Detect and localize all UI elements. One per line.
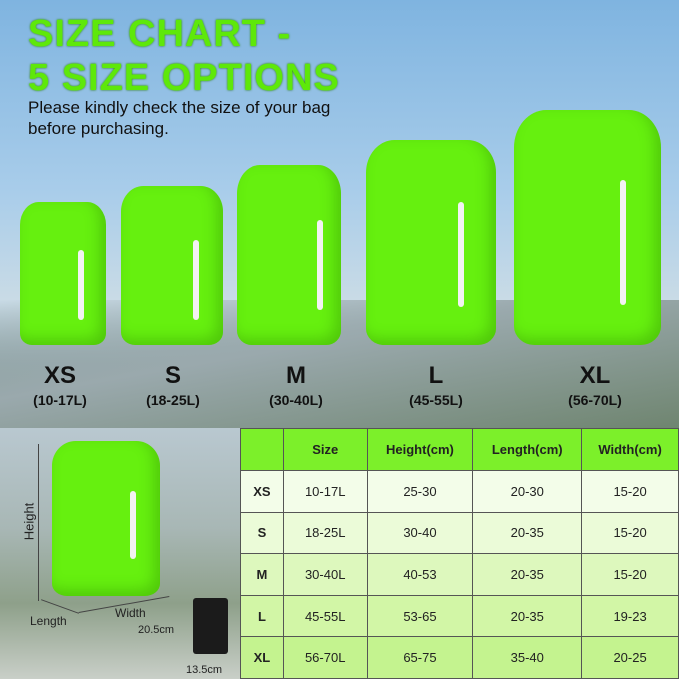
- subtitle-line-2: before purchasing.: [28, 119, 169, 138]
- page-title: SIZE CHART -5 SIZE OPTIONS: [28, 12, 340, 100]
- table-cell: 25-30: [366, 470, 474, 513]
- table-cell: S: [240, 511, 284, 555]
- table-cell: 19-23: [581, 594, 679, 638]
- col-width: Width(cm): [581, 428, 679, 471]
- table-row: S 18-25L 30-40 20-35 15-20: [240, 511, 679, 555]
- col-length: Length(cm): [472, 428, 583, 471]
- table-cell: 65-75: [366, 636, 474, 679]
- table-cell: 20-30: [472, 470, 583, 513]
- table-cell: XS: [240, 470, 284, 513]
- table-cell: 15-20: [581, 470, 679, 513]
- table-cell: 15-20: [581, 511, 679, 555]
- table-header: Size Height(cm) Length(cm) Width(cm): [240, 428, 679, 471]
- subtitle-line-1: Please kindly check the size of your bag: [28, 98, 331, 117]
- bag-m: [237, 165, 341, 345]
- table-cell: 20-35: [472, 511, 583, 555]
- dimension-diagram: Height Length Width 20.5cm 13.5cm: [0, 428, 240, 679]
- table-row: M 30-40L 40-53 20-35 15-20: [240, 553, 679, 596]
- bag-l: [366, 140, 496, 345]
- table-row: L 45-55L 53-65 20-35 19-23: [240, 594, 679, 638]
- size-table: Size Height(cm) Length(cm) Width(cm) XS 1…: [240, 428, 679, 679]
- size-label-m: M (30-40L): [269, 362, 323, 408]
- bag-xl: [514, 110, 661, 345]
- title-line-2: 5 SIZE OPTIONS: [28, 57, 340, 99]
- size-label-s: S (18-25L): [146, 362, 200, 408]
- table-cell: 30-40: [366, 511, 474, 555]
- table-row: XS 10-17L 25-30 20-30 15-20: [240, 470, 679, 513]
- height-label: Height: [21, 502, 37, 541]
- table-cell: 56-70L: [282, 636, 368, 679]
- title-line-1: SIZE CHART -: [28, 13, 292, 55]
- length-label: Length: [30, 614, 67, 628]
- length-line: [41, 599, 79, 614]
- height-line: [38, 444, 39, 601]
- table-cell: 35-40: [472, 636, 583, 679]
- table-cell: 18-25L: [282, 511, 368, 555]
- storage-pouch: [193, 598, 228, 654]
- table-cell: 20-35: [472, 594, 583, 638]
- table-row: XL 56-70L 65-75 35-40 20-25: [240, 636, 679, 679]
- subtitle: Please kindly check the size of your bag…: [28, 97, 330, 139]
- table-cell: M: [240, 553, 284, 596]
- bag-xs: [20, 202, 106, 345]
- table-cell: 40-53: [366, 553, 474, 596]
- size-label-xl: XL (56-70L): [568, 362, 622, 408]
- table-cell: 20-25: [581, 636, 679, 679]
- col-height: Height(cm): [366, 428, 474, 471]
- size-label-l: L (45-55L): [409, 362, 463, 408]
- table-cell: XL: [240, 636, 284, 679]
- table-cell: 10-17L: [282, 470, 368, 513]
- pouch-width-label: 13.5cm: [186, 664, 223, 676]
- table-cell: 15-20: [581, 553, 679, 596]
- table-cell: 20-35: [472, 553, 583, 596]
- table-cell: 53-65: [366, 594, 474, 638]
- table-cell: 30-40L: [282, 553, 368, 596]
- bag-s: [121, 186, 223, 345]
- width-label: Width: [115, 606, 146, 620]
- table-cell: L: [240, 594, 284, 638]
- pouch-height-label: 20.5cm: [138, 624, 175, 636]
- table-cell: 45-55L: [282, 594, 368, 638]
- size-label-xs: XS (10-17L): [33, 362, 87, 408]
- col-size: Size: [282, 428, 368, 471]
- diagram-bag: [52, 441, 160, 596]
